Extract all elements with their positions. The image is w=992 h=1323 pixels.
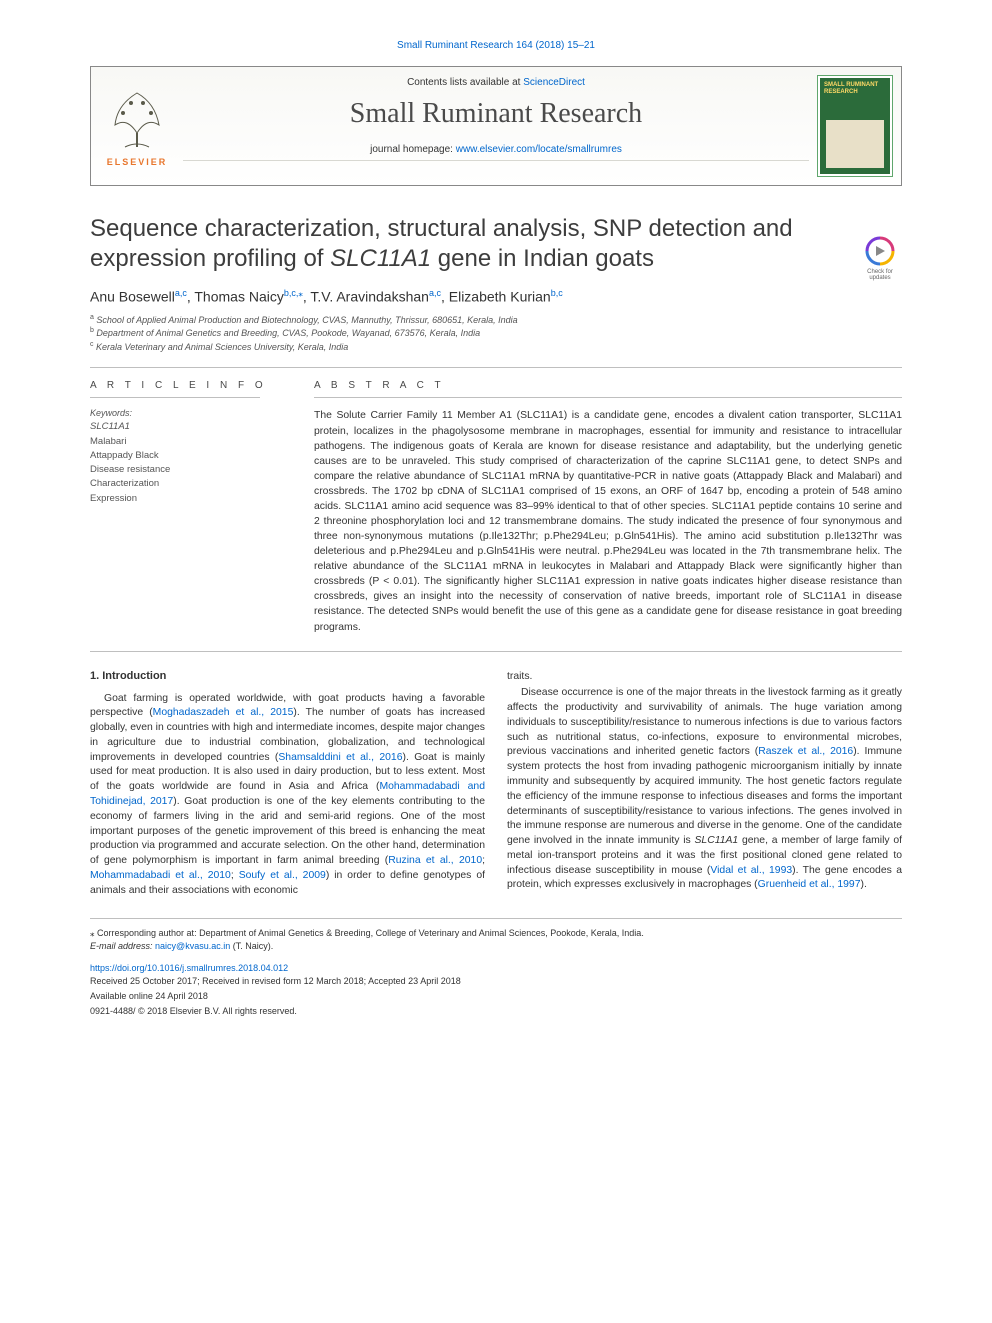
journal-header: ELSEVIER Contents lists available at Sci…: [90, 66, 902, 186]
abstract-text: The Solute Carrier Family 11 Member A1 (…: [314, 408, 902, 634]
ref-link[interactable]: Ruzina et al., 2010: [388, 855, 482, 866]
sciencedirect-link[interactable]: ScienceDirect: [523, 77, 585, 88]
author-1-aff[interactable]: a,c: [175, 288, 187, 298]
abstract-col: A B S T R A C T The Solute Carrier Famil…: [314, 380, 902, 634]
keyword-6: Expression: [90, 492, 290, 506]
journal-cover-thumb: SMALL RUMINANT RESEARCH: [809, 67, 901, 185]
abstract-label: A B S T R A C T: [314, 380, 902, 391]
section-1-heading: 1. Introduction: [90, 670, 485, 682]
ref-link[interactable]: Mohammadabadi et al., 2010: [90, 870, 231, 881]
author-2-corr[interactable]: ⁎: [298, 288, 303, 298]
abstract-divider: [314, 397, 902, 398]
body-col-left: 1. Introduction Goat farming is operated…: [90, 670, 485, 901]
intro-para-1-cont: traits.: [507, 670, 902, 685]
keyword-5: Characterization: [90, 477, 290, 491]
cover-title: SMALL RUMINANT RESEARCH: [824, 82, 886, 95]
keywords-list: SLC11A1 Malabari Attappady Black Disease…: [90, 420, 290, 506]
author-1: Anu Bosewell: [90, 289, 175, 305]
author-4-aff[interactable]: b,c: [551, 288, 563, 298]
title-part2: gene in Indian goats: [431, 245, 654, 272]
journal-title: Small Ruminant Research: [183, 98, 809, 130]
ref-link[interactable]: Soufy et al., 2009: [239, 870, 326, 881]
check-updates-badge[interactable]: Check forupdates: [858, 235, 902, 283]
ref-link[interactable]: Mohammadabadi and Tohidinejad, 2017: [90, 781, 485, 807]
available-line: Available online 24 April 2018: [90, 990, 902, 1003]
keyword-1: SLC11A1: [90, 420, 290, 434]
copyright-line: 0921-4488/ © 2018 Elsevier B.V. All righ…: [90, 1005, 902, 1018]
footer-rule: [90, 918, 902, 919]
cover-photo-placeholder: [826, 120, 884, 168]
publisher-logo: ELSEVIER: [91, 67, 183, 185]
info-abstract-row: A R T I C L E I N F O Keywords: SLC11A1 …: [90, 380, 902, 634]
affil-a: a School of Applied Animal Production an…: [90, 313, 902, 327]
contents-prefix: Contents lists available at: [407, 77, 523, 88]
body-columns: 1. Introduction Goat farming is operated…: [90, 670, 902, 901]
author-3-aff[interactable]: a,c: [429, 288, 441, 298]
header-center: Contents lists available at ScienceDirec…: [183, 67, 809, 185]
header-divider: [183, 160, 809, 161]
intro-para-1: Goat farming is operated worldwide, with…: [90, 692, 485, 899]
intro-para-2: Disease occurrence is one of the major t…: [507, 686, 902, 893]
ref-link[interactable]: Shamsalddini et al., 2016: [278, 752, 402, 763]
ref-link[interactable]: Moghadaszadeh et al., 2015: [153, 707, 294, 718]
publisher-name: ELSEVIER: [107, 157, 168, 167]
keyword-3: Attappady Black: [90, 449, 290, 463]
corr-email-line: E-mail address: naicy@kvasu.ac.in (T. Na…: [90, 940, 902, 953]
article-info-label: A R T I C L E I N F O: [90, 380, 290, 391]
title-gene-ital: SLC11A1: [330, 245, 431, 272]
doi-link[interactable]: https://doi.org/10.1016/j.smallrumres.20…: [90, 963, 902, 973]
author-4: Elizabeth Kurian: [449, 289, 551, 305]
affil-c: c Kerala Veterinary and Animal Sciences …: [90, 340, 902, 354]
corr-text: ⁎ Corresponding author at: Department of…: [90, 927, 902, 940]
rule-above-info: [90, 367, 902, 368]
corresponding-author: ⁎ Corresponding author at: Department of…: [90, 927, 902, 953]
elsevier-tree-icon: [97, 85, 177, 155]
rule-below-abstract: [90, 651, 902, 652]
article-info-divider: [90, 397, 260, 398]
email-link[interactable]: naicy@kvasu.ac.in: [155, 941, 230, 951]
check-updates-text: Check forupdates: [867, 269, 893, 281]
author-3: T.V. Aravindakshan: [310, 289, 429, 305]
email-label: E-mail address:: [90, 941, 153, 951]
author-2: Thomas Naicy: [194, 289, 283, 305]
received-line: Received 25 October 2017; Received in re…: [90, 975, 902, 988]
check-updates-icon: [864, 235, 896, 267]
article-title: Sequence characterization, structural an…: [90, 214, 902, 274]
contents-line: Contents lists available at ScienceDirec…: [183, 77, 809, 88]
email-suffix: (T. Naicy).: [233, 941, 274, 951]
ref-link[interactable]: Vidal et al., 1993: [710, 865, 792, 876]
ref-link[interactable]: Gruenheid et al., 1997: [758, 879, 861, 890]
keyword-2: Malabari: [90, 435, 290, 449]
author-2-aff[interactable]: b,c,: [284, 288, 299, 298]
keywords-label: Keywords:: [90, 408, 290, 418]
ref-link[interactable]: Raszek et al., 2016: [758, 746, 853, 757]
keyword-4: Disease resistance: [90, 463, 290, 477]
cover-image: SMALL RUMINANT RESEARCH: [818, 76, 892, 176]
affil-b: b Department of Animal Genetics and Bree…: [90, 326, 902, 340]
article-info-col: A R T I C L E I N F O Keywords: SLC11A1 …: [90, 380, 290, 634]
journal-homepage-line: journal homepage: www.elsevier.com/locat…: [183, 144, 809, 155]
running-head-citation: Small Ruminant Research 164 (2018) 15–21: [90, 40, 902, 51]
body-col-right: traits. Disease occurrence is one of the…: [507, 670, 902, 901]
homepage-prefix: journal homepage:: [370, 144, 456, 155]
homepage-link[interactable]: www.elsevier.com/locate/smallrumres: [456, 144, 622, 155]
authors-line: Anu Bosewella,c, Thomas Naicyb,c,⁎, T.V.…: [90, 288, 902, 305]
affiliations: a School of Applied Animal Production an…: [90, 313, 902, 354]
